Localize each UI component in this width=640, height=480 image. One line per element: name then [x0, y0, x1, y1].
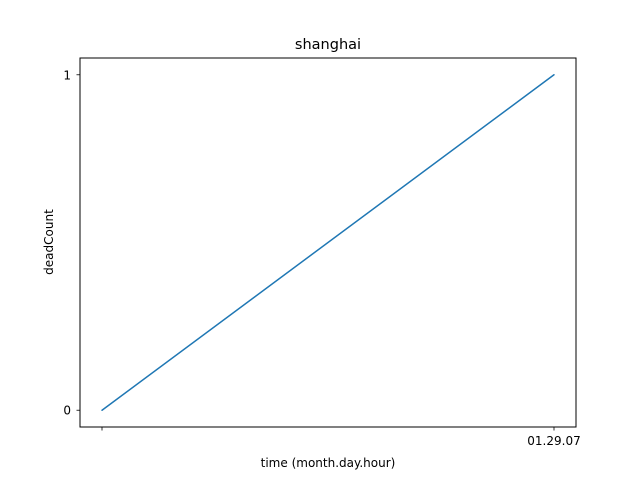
- y-axis-label: deadCount: [42, 209, 56, 275]
- y-tick-label: 0: [63, 404, 71, 418]
- chart-title: shanghai: [295, 37, 361, 53]
- x-tick-label: 01.29.07: [527, 434, 580, 448]
- plot-area: [101, 74, 555, 411]
- y-tick-label: 1: [63, 68, 71, 82]
- axis-ticks: 01.29.07 0 1: [63, 68, 580, 448]
- x-axis-label: time (month.day.hour): [261, 456, 396, 470]
- axes-frame: [79, 57, 577, 428]
- series-line-0: [101, 74, 555, 411]
